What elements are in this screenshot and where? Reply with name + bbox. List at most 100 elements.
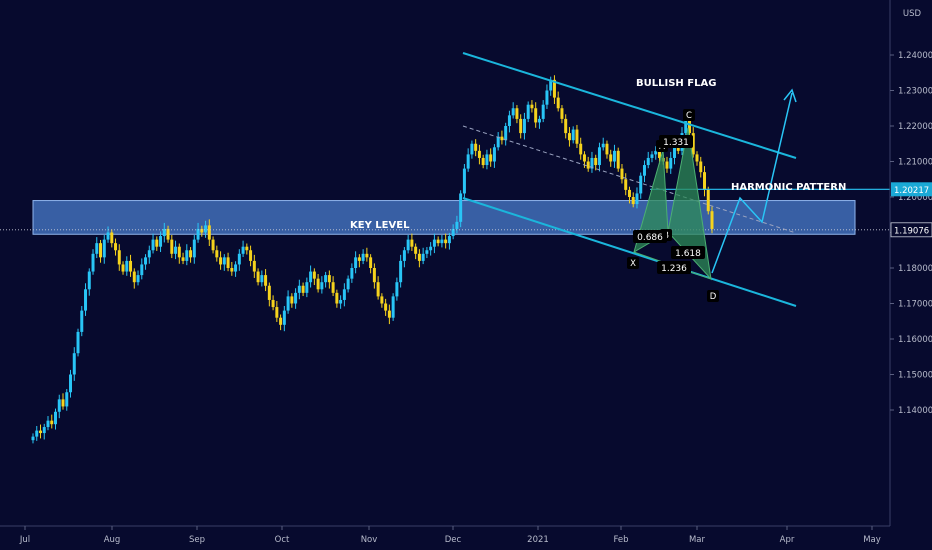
candle-body xyxy=(384,303,388,311)
y-tick-label: 1.24000 xyxy=(898,51,932,61)
candle-body xyxy=(39,430,43,434)
candle-body xyxy=(69,374,73,393)
candle-body xyxy=(316,278,320,290)
candle-body xyxy=(91,253,95,272)
candle-body xyxy=(159,236,163,247)
candle-body xyxy=(706,189,710,212)
x-tick-label: Oct xyxy=(275,535,290,545)
point-badge xyxy=(627,257,639,269)
point-badge xyxy=(707,290,719,302)
candle-body xyxy=(545,90,549,105)
candle-body xyxy=(590,157,594,169)
candle-body xyxy=(147,250,151,258)
level-price-tag xyxy=(891,182,932,197)
candle-body xyxy=(624,179,628,190)
candles xyxy=(31,75,714,444)
candle-body xyxy=(331,282,335,293)
ratio-label: 1.618 xyxy=(675,249,701,259)
candle-body xyxy=(444,239,448,244)
candle-body xyxy=(57,399,61,412)
candle-body xyxy=(54,411,58,425)
candle-body xyxy=(612,150,616,162)
candle-body xyxy=(492,147,496,162)
candle-body xyxy=(579,143,583,155)
candle-body xyxy=(654,150,658,155)
key-level-label: KEY LEVEL xyxy=(350,220,410,231)
candle-body xyxy=(327,275,331,283)
pattern-point-label: D xyxy=(710,292,717,302)
candle-body xyxy=(354,257,358,268)
y-tick-label: 1.15000 xyxy=(898,371,932,381)
candle-body xyxy=(380,296,384,304)
x-tick-label: Jul xyxy=(19,535,30,545)
candle-body xyxy=(556,97,560,109)
y-tick-label: 1.17000 xyxy=(898,300,932,310)
candle-body xyxy=(50,420,54,425)
y-tick-label: 1.14000 xyxy=(898,406,932,416)
candle-body xyxy=(110,232,114,244)
candle-body xyxy=(552,79,556,98)
candle-body xyxy=(522,118,526,134)
candle-body xyxy=(219,257,223,265)
candle-body xyxy=(365,253,369,258)
candle-body xyxy=(387,310,391,318)
candle-body xyxy=(46,420,50,428)
candle-body xyxy=(245,246,249,251)
candle-body xyxy=(144,257,148,265)
candle-body xyxy=(166,228,170,240)
candle-body xyxy=(451,228,455,237)
candle-body xyxy=(215,250,219,258)
candle-body xyxy=(691,133,695,155)
candle-body xyxy=(695,154,699,162)
candle-body xyxy=(339,299,343,304)
candle-body xyxy=(511,108,515,116)
candle-body xyxy=(650,154,654,158)
ratio-badge xyxy=(657,261,691,274)
candle-body xyxy=(237,253,241,265)
candle-body xyxy=(151,239,155,251)
candle-body xyxy=(95,243,99,254)
candle-body xyxy=(102,239,106,258)
candle-body xyxy=(117,250,121,265)
y-tick-label: 1.20000 xyxy=(898,193,932,203)
ratio-badge xyxy=(659,135,693,148)
candle-body xyxy=(35,430,39,437)
candle-body xyxy=(672,143,676,158)
candle-body xyxy=(230,268,234,272)
candle-body xyxy=(421,253,425,261)
current-price-tag xyxy=(890,222,932,238)
candle-body xyxy=(537,118,541,123)
candle-body xyxy=(586,161,590,169)
candle-body xyxy=(189,250,193,258)
currency-label: USD xyxy=(903,9,922,19)
candle-body xyxy=(271,299,275,308)
y-tick-label: 1.18000 xyxy=(898,264,932,274)
candle-body xyxy=(496,136,500,148)
candle-body xyxy=(324,275,328,283)
candle-body xyxy=(684,118,688,134)
candle-body xyxy=(294,292,298,304)
candle-body xyxy=(87,271,91,290)
candle-body xyxy=(417,253,421,261)
candle-body xyxy=(470,143,474,155)
candle-body xyxy=(440,239,444,244)
candle-body xyxy=(181,257,185,261)
candle-body xyxy=(106,232,110,240)
candle-body xyxy=(702,172,706,190)
x-tick-label: Aug xyxy=(104,535,121,545)
candle-body xyxy=(519,118,523,134)
candle-body xyxy=(177,246,181,258)
candle-body xyxy=(571,129,575,141)
candle-body xyxy=(504,126,508,141)
candle-body xyxy=(564,118,568,134)
candle-body xyxy=(279,317,283,325)
candle-body xyxy=(597,147,601,166)
candle-body xyxy=(425,250,429,254)
candle-body xyxy=(61,399,65,407)
candle-body xyxy=(252,260,256,272)
candle-body xyxy=(204,225,208,233)
projection-arrowhead xyxy=(783,88,797,103)
candle-body xyxy=(402,250,406,261)
candle-body xyxy=(335,292,339,304)
